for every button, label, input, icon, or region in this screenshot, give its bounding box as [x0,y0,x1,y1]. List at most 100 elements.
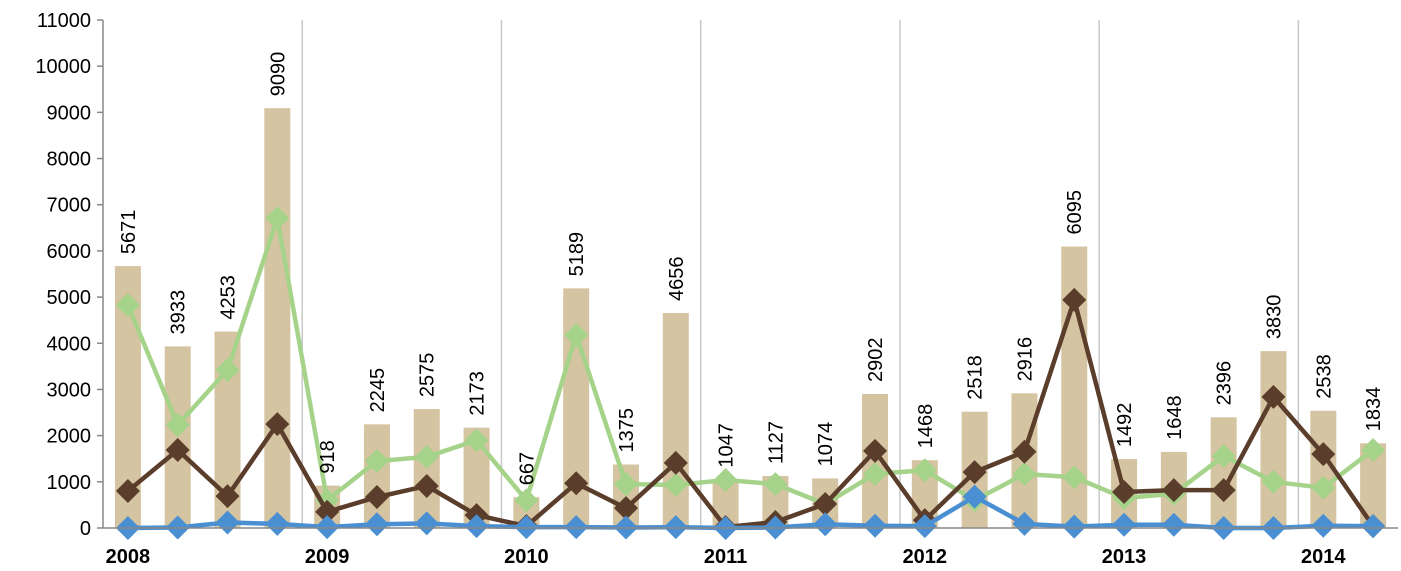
marker [1361,437,1386,462]
data-label: 2245 [367,368,389,413]
data-label: 4656 [666,256,688,301]
y-tick-label: 6000 [47,241,92,263]
data-label: 9090 [267,52,289,97]
marker [364,449,389,474]
x-tick-label: 2009 [305,546,350,568]
data-label: 2538 [1313,354,1335,399]
x-tick-label: 2011 [704,546,747,568]
x-tick-label: 2008 [106,546,151,568]
data-label: 1127 [765,421,787,464]
marker [514,515,539,540]
marker [1311,475,1336,500]
marker [663,473,688,498]
data-label: 4253 [218,275,240,320]
marker [564,471,589,496]
marker [863,438,888,463]
marker [663,450,688,475]
y-tick-label: 4000 [47,333,92,355]
data-label: 1834 [1363,387,1385,432]
data-label: 3830 [1263,295,1285,340]
data-label: 918 [317,440,339,473]
data-label: 2916 [1014,337,1036,382]
marker [1012,439,1037,464]
marker [115,479,140,504]
data-label: 3933 [168,290,190,335]
marker [863,513,888,538]
marker [1161,478,1186,503]
data-label: 5671 [118,210,140,255]
marker [464,428,489,453]
marker [1112,479,1137,504]
marker [613,496,638,521]
data-label: 2575 [417,353,439,398]
data-label: 1074 [815,422,837,467]
marker [1062,287,1087,312]
y-tick-label: 8000 [47,149,92,171]
marker [464,514,489,539]
data-label: 667 [516,452,538,485]
x-tick-label: 2014 [1301,546,1346,568]
marker [414,473,439,498]
y-tick-label: 1000 [47,472,92,494]
marker [265,206,290,231]
data-label: 1648 [1164,395,1186,440]
marker [1112,512,1137,537]
data-label: 5189 [566,232,588,277]
marker [265,412,290,437]
marker [813,491,838,516]
marker [1261,384,1286,409]
marker [115,292,140,317]
marker [813,512,838,537]
marker [663,515,688,540]
marker [912,458,937,483]
marker [165,413,190,438]
bar [363,424,390,528]
marker [962,460,987,485]
marker [1211,443,1236,468]
marker [1012,461,1037,486]
marker [1211,478,1236,503]
marker [414,444,439,469]
marker [564,515,589,540]
marker [514,488,539,513]
marker [713,467,738,492]
marker [613,472,638,497]
marker [863,461,888,486]
marker [763,472,788,497]
marker [564,322,589,347]
y-tick-label: 3000 [47,379,92,401]
marker [1062,465,1087,490]
data-label: 2518 [965,355,987,400]
y-tick-label: 7000 [47,195,92,217]
data-label: 6095 [1064,190,1086,235]
data-label: 2902 [865,337,887,382]
x-tick-label: 2010 [504,546,549,568]
marker [1062,514,1087,539]
bar [1260,351,1287,528]
y-tick-label: 5000 [47,287,92,309]
data-label: 2396 [1214,361,1236,406]
marker [315,499,340,524]
marker [1261,469,1286,494]
x-tick-label: 2012 [903,546,948,568]
marker [315,515,340,540]
marker [1361,514,1386,539]
marker [1311,513,1336,538]
y-tick-label: 11000 [37,10,91,32]
y-tick-label: 2000 [47,426,92,448]
marker [165,437,190,462]
marker [1161,512,1186,537]
x-tick-label: 2013 [1102,546,1147,568]
data-label: 1047 [716,423,738,468]
marker [364,485,389,510]
y-tick-label: 9000 [47,102,92,124]
data-label: 1468 [915,404,937,449]
data-label: 2173 [467,371,489,416]
marker [962,484,987,509]
data-label: 1492 [1114,403,1136,448]
marker [1311,442,1336,467]
bar [164,346,191,528]
bar [264,108,291,528]
marker [1012,511,1037,536]
